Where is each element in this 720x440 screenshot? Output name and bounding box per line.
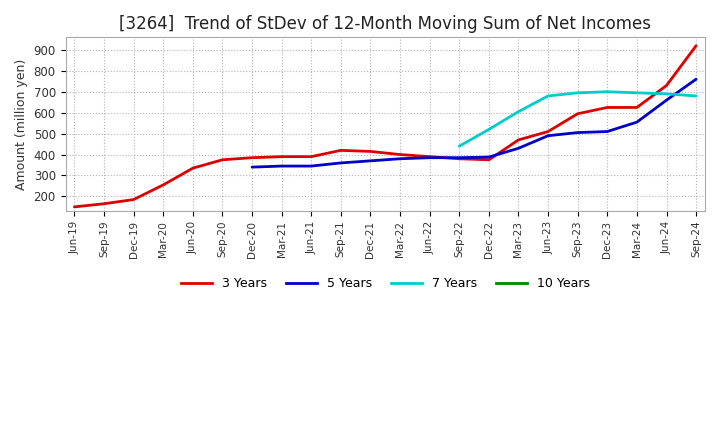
5 Years <box>277 163 286 169</box>
3 Years <box>514 137 523 143</box>
Y-axis label: Amount (million yen): Amount (million yen) <box>15 59 28 190</box>
3 Years <box>70 204 78 209</box>
5 Years <box>485 154 493 160</box>
5 Years <box>633 120 642 125</box>
3 Years <box>336 148 345 153</box>
5 Years <box>455 155 464 160</box>
7 Years <box>573 90 582 95</box>
5 Years <box>396 156 405 161</box>
3 Years <box>455 156 464 161</box>
5 Years <box>336 160 345 165</box>
Legend: 3 Years, 5 Years, 7 Years, 10 Years: 3 Years, 5 Years, 7 Years, 10 Years <box>176 272 595 295</box>
3 Years <box>366 149 375 154</box>
5 Years <box>662 98 671 103</box>
3 Years <box>218 157 227 162</box>
7 Years <box>692 93 701 99</box>
Line: 7 Years: 7 Years <box>459 92 696 146</box>
Title: [3264]  Trend of StDev of 12-Month Moving Sum of Net Incomes: [3264] Trend of StDev of 12-Month Moving… <box>120 15 652 33</box>
Line: 3 Years: 3 Years <box>74 46 696 207</box>
3 Years <box>130 197 138 202</box>
7 Years <box>662 91 671 96</box>
3 Years <box>396 152 405 157</box>
3 Years <box>692 43 701 48</box>
5 Years <box>692 77 701 82</box>
3 Years <box>248 155 256 160</box>
3 Years <box>159 182 168 187</box>
3 Years <box>573 111 582 116</box>
7 Years <box>544 93 552 99</box>
Line: 5 Years: 5 Years <box>252 79 696 167</box>
3 Years <box>189 165 197 171</box>
5 Years <box>248 165 256 170</box>
5 Years <box>307 163 315 169</box>
7 Years <box>603 89 611 95</box>
3 Years <box>603 105 611 110</box>
5 Years <box>514 146 523 151</box>
5 Years <box>544 133 552 138</box>
7 Years <box>455 143 464 149</box>
7 Years <box>485 127 493 132</box>
3 Years <box>662 83 671 88</box>
7 Years <box>633 90 642 95</box>
7 Years <box>514 109 523 114</box>
3 Years <box>307 154 315 159</box>
5 Years <box>573 130 582 135</box>
5 Years <box>366 158 375 164</box>
5 Years <box>426 155 434 160</box>
3 Years <box>426 154 434 159</box>
3 Years <box>99 201 108 206</box>
3 Years <box>277 154 286 159</box>
3 Years <box>633 105 642 110</box>
3 Years <box>544 129 552 134</box>
5 Years <box>603 129 611 134</box>
3 Years <box>485 157 493 162</box>
